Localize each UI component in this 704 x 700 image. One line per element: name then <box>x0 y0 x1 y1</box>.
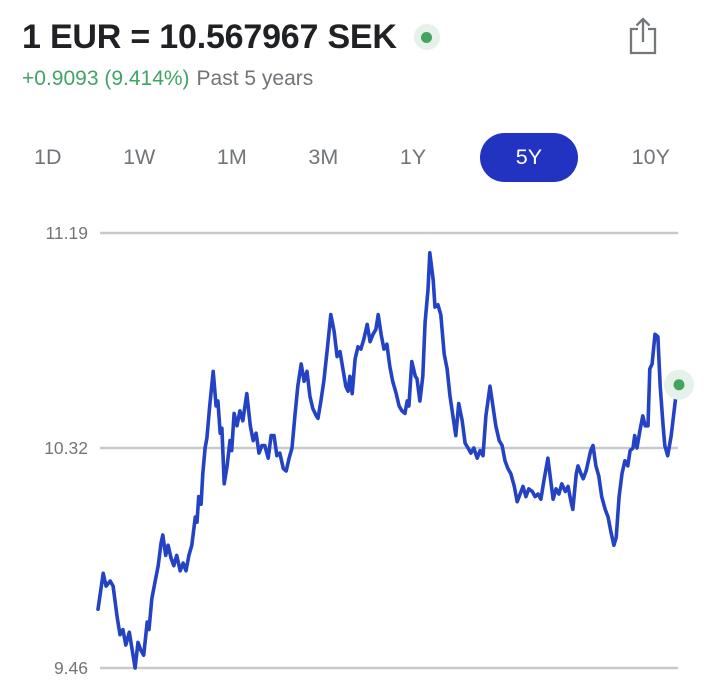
tab-1d[interactable]: 1D <box>26 139 69 176</box>
y-axis-label: 9.46 <box>53 658 88 678</box>
header: 1 EUR = 10.567967 SEK +0.9093 (9.414%) Pa… <box>0 0 704 92</box>
page-title: 1 EUR = 10.567967 SEK <box>22 18 397 56</box>
tab-1y[interactable]: 1Y <box>392 139 434 176</box>
share-icon <box>629 17 657 55</box>
period-label: Past 5 years <box>196 67 314 90</box>
tab-1w[interactable]: 1W <box>115 139 163 176</box>
tab-1m[interactable]: 1M <box>209 139 255 176</box>
price-line <box>96 251 679 670</box>
tab-3m[interactable]: 3M <box>300 139 346 176</box>
current-point-icon <box>673 379 685 391</box>
tab-10y[interactable]: 10Y <box>624 139 678 176</box>
y-axis-label: 11.19 <box>45 223 89 243</box>
y-axis-label: 10.32 <box>44 438 88 458</box>
share-button[interactable] <box>624 13 662 62</box>
subtitle-row: +0.9093 (9.414%) Past 5 years <box>0 58 704 92</box>
time-range-tabs: 1D 1W 1M 3M 1Y 5Y 10Y <box>26 132 678 182</box>
tab-5y[interactable]: 5Y <box>479 132 579 182</box>
title-row: 1 EUR = 10.567967 SEK <box>0 0 704 58</box>
price-change: +0.9093 (9.414%) <box>22 67 190 90</box>
live-dot-icon <box>413 24 440 50</box>
